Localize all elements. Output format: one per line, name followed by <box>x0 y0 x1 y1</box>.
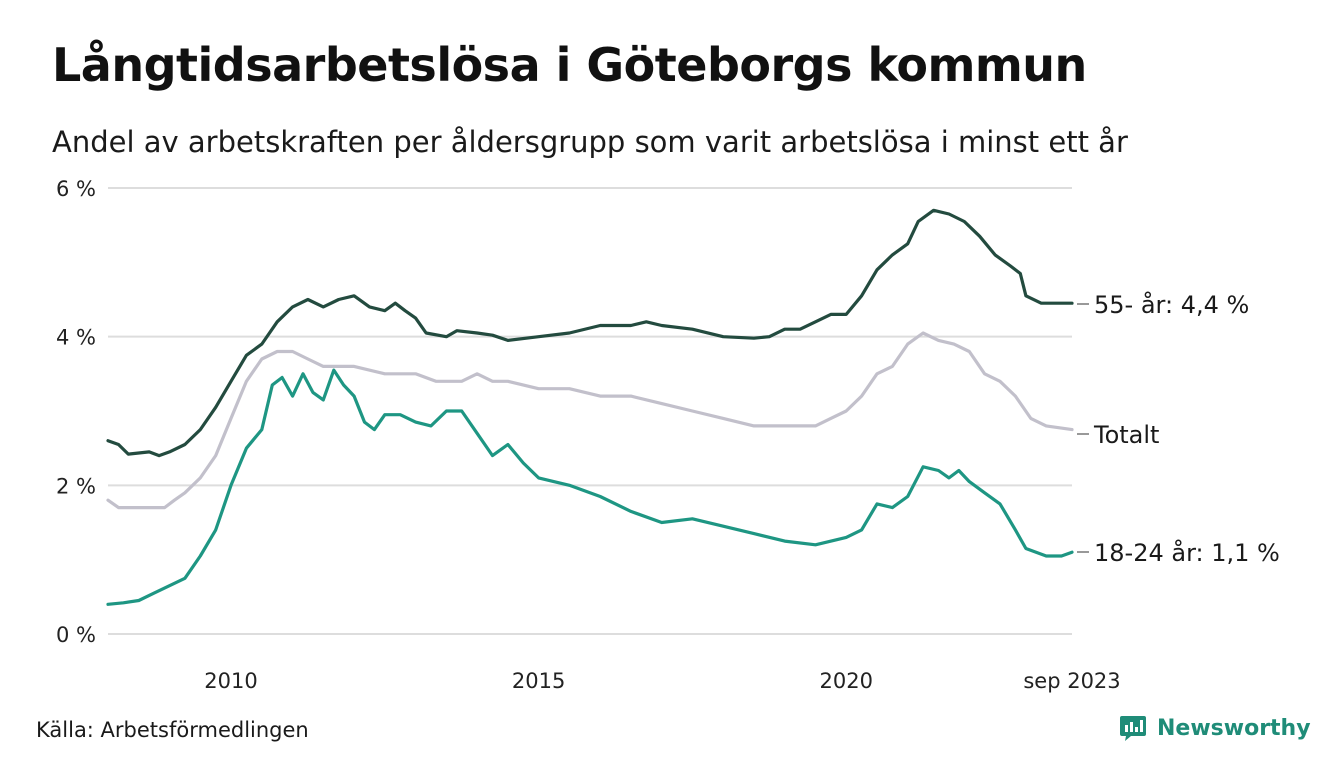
newsworthy-logo-icon <box>1120 716 1146 741</box>
line-chart: 0 % 2 % 4 % 6 % 2010 2015 2020 sep 2023 55- år… <box>56 177 1280 693</box>
gridlines <box>108 187 1072 635</box>
x-tick-label: 2010 <box>204 669 257 693</box>
y-tick-label: 4 % <box>56 326 96 350</box>
source-note: Källa: Arbetsförmedlingen <box>36 718 309 742</box>
x-tick-label: sep 2023 <box>1023 669 1120 693</box>
y-tick-label: 2 % <box>56 474 96 498</box>
x-tick-label: 2020 <box>819 669 872 693</box>
series-end-labels: 55- år: 4,4 % Totalt 18-24 år: 1,1 % <box>1077 290 1280 567</box>
y-axis-tick-labels: 0 % 2 % 4 % 6 % <box>56 177 96 647</box>
brand-name: Newsworthy <box>1157 715 1311 741</box>
series-lines <box>106 208 1074 606</box>
y-tick-label: 6 % <box>56 177 96 201</box>
series-line-18-24-r <box>106 368 1074 606</box>
x-tick-label: 2015 <box>512 669 565 693</box>
chart-title: Långtidsarbetslösa i Göteborgs kommun <box>52 38 1087 92</box>
end-label-totalt: Totalt <box>1093 421 1159 449</box>
series-line-totalt <box>106 331 1074 510</box>
y-tick-label: 0 % <box>56 623 96 647</box>
end-label-55-r: 55- år: 4,4 % <box>1094 290 1249 319</box>
series-line-55-r <box>106 208 1074 458</box>
end-label-18-24-r: 18-24 år: 1,1 % <box>1094 538 1280 567</box>
chart-subtitle: Andel av arbetskraften per åldersgrupp s… <box>52 125 1128 159</box>
x-axis-tick-labels: 2010 2015 2020 sep 2023 <box>204 669 1120 693</box>
brand-logo: Newsworthy <box>1118 713 1311 743</box>
